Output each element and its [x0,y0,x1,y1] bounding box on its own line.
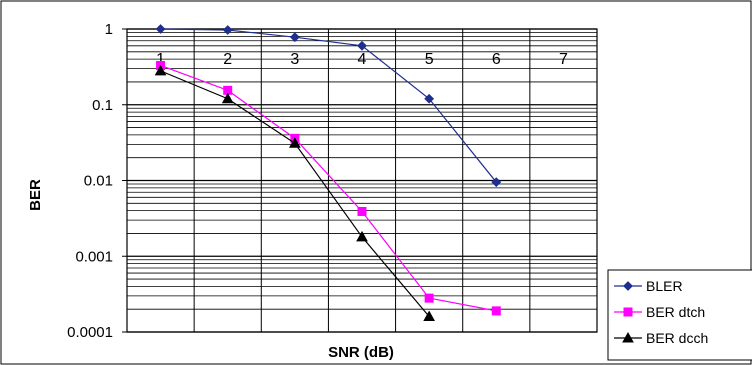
y-tick-label: 0.001 [75,248,113,265]
x-axis-label: SNR (dB) [328,344,394,361]
legend-marker-bler [623,281,633,291]
series-line-ber-dtch [160,64,497,312]
legend-marker-ber-dcch [622,331,634,343]
grid [122,28,598,333]
data-point-ber-dtch [424,293,434,303]
x-category-label: 1 [156,51,165,68]
legend-label-ber-dcch: BER dcch [646,330,708,346]
x-category-label: 2 [223,51,232,68]
legend-marker-ber-dtch [623,307,633,317]
legend-label-ber-dtch: BER dtch [646,304,705,320]
data-point-ber-dcch [289,137,301,148]
data-point-bler [289,32,300,43]
data-point-bler [357,40,367,51]
x-category-label: 6 [492,51,501,68]
y-axis-label: BER [27,179,44,211]
data-point-bler [222,25,233,35]
x-category-label: 4 [358,51,367,68]
x-category-label: 7 [559,51,568,68]
data-point-ber-dcch [356,230,368,242]
series-line-bler [160,28,497,183]
y-axis: 1 0.1 0.01 0.001 0.0001 [67,21,113,341]
x-category-label: 5 [425,51,434,68]
x-category-labels: 1 2 3 4 5 6 7 [156,51,568,68]
y-tick-label: 1 [105,21,113,38]
y-tick-label: 0.0001 [67,324,113,341]
data-point-bler [424,93,435,104]
y-tick-label: 0.1 [92,97,113,114]
data-point-bler [491,177,502,188]
data-point-ber-dtch [357,206,367,216]
x-category-label: 3 [290,51,299,68]
data-point-bler [155,24,166,34]
data-point-ber-dcch [221,92,234,104]
series-layer [154,24,502,322]
legend: BLER BER dtch BER dcch [607,269,752,361]
data-point-ber-dcch [423,310,435,322]
y-tick-label: 0.01 [84,173,113,190]
data-point-ber-dtch [491,306,501,316]
data-point-ber-dcch [154,64,167,76]
legend-label-bler: BLER [646,278,683,294]
